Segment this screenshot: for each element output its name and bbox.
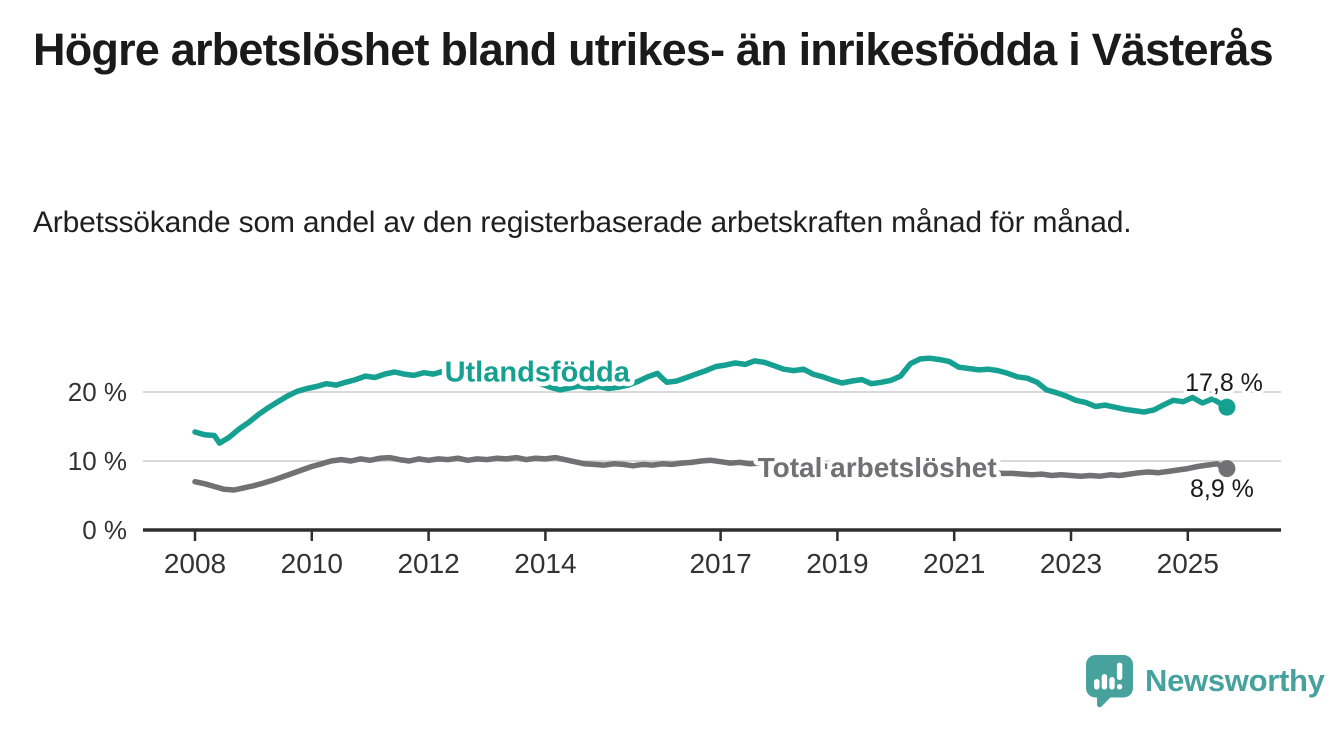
y-tick-label-10-percent: 10 % bbox=[68, 446, 127, 476]
x-tick-label-2014: 2014 bbox=[514, 548, 576, 579]
y-tick-label-0-percent: 0 % bbox=[82, 515, 127, 545]
end-value-label-total-arbetsloshet: 8,9 % bbox=[1190, 475, 1254, 503]
x-tick-label-2010: 2010 bbox=[281, 548, 343, 579]
series-label-utlandsfodda: Utlandsfödda bbox=[445, 356, 631, 388]
x-tick-label-2017: 2017 bbox=[689, 548, 751, 579]
end-value-label-utlandsfodda: 17,8 % bbox=[1185, 369, 1263, 397]
x-tick-label-2021: 2021 bbox=[923, 548, 985, 579]
brand-name: Newsworthy bbox=[1145, 663, 1325, 698]
x-tick-label-2023: 2023 bbox=[1040, 548, 1102, 579]
series-end-dot-total-arbetsloshet bbox=[1218, 460, 1236, 478]
chart-subtitle: Arbetssökande som andel av den registerb… bbox=[33, 206, 1132, 239]
series-label-total-arbetsloshet: Total arbetslöshet bbox=[758, 452, 997, 483]
series-end-dot-utlandsfodda bbox=[1218, 398, 1236, 416]
x-tick-label-2019: 2019 bbox=[806, 548, 868, 579]
brand-footer: Newsworthy bbox=[1085, 654, 1325, 708]
x-tick-label-2012: 2012 bbox=[397, 548, 459, 579]
chart-title: Högre arbetslöshet bland utrikes- än inr… bbox=[33, 24, 1274, 75]
series-line-total-arbetsloshet bbox=[192, 454, 1230, 493]
x-tick-label-2025: 2025 bbox=[1157, 548, 1219, 579]
newsworthy-logo-icon bbox=[1085, 654, 1134, 708]
x-tick-label-2008: 2008 bbox=[164, 548, 226, 579]
y-tick-label-20-percent: 20 % bbox=[68, 377, 127, 407]
series-line-utlandsfodda bbox=[192, 355, 1230, 446]
